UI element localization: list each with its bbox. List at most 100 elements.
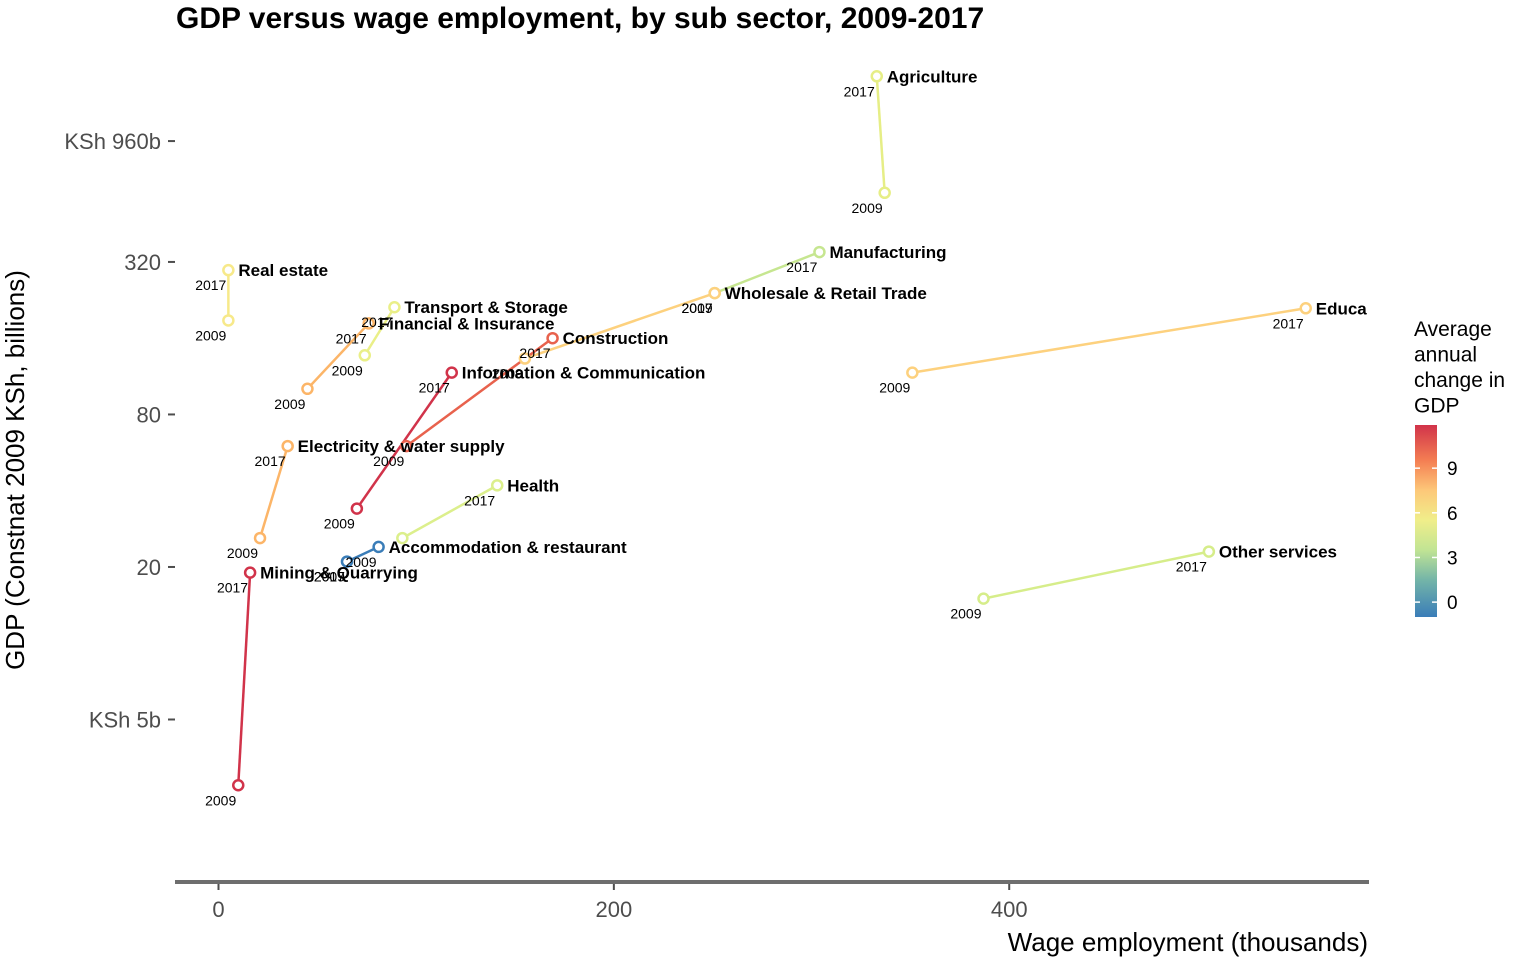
sector-label-health: Health <box>507 476 559 495</box>
point-accommodation-and-restaurant-2017 <box>340 555 354 568</box>
point-transport-and-storage-2009 <box>358 349 372 362</box>
legend-tick-label: 0 <box>1447 593 1458 614</box>
point-education-2009 <box>906 366 919 379</box>
x-tick-label: 200 <box>595 897 632 922</box>
segment-financial-and-insurance <box>306 322 370 390</box>
year-label-2009: 2009 <box>324 516 355 532</box>
year-label-2017: 2017 <box>844 83 875 99</box>
point-health-2017 <box>490 479 504 492</box>
legend-tick-label: 6 <box>1447 504 1458 525</box>
year-label-2009: 2009 <box>205 792 236 808</box>
sector-label-mining-and-quarrying: Mining & Quarrying <box>260 564 418 583</box>
segment-transport-and-storage <box>363 306 396 356</box>
year-label-2017: 2017 <box>419 380 450 396</box>
year-label-2017: 2017 <box>255 453 286 469</box>
year-label-2009: 2009 <box>852 200 883 216</box>
segment-other-services <box>983 550 1210 600</box>
segment-agriculture <box>875 76 886 193</box>
chart-title: GDP versus wage employment, by sub secto… <box>176 2 984 35</box>
year-label-2017: 2017 <box>682 300 713 316</box>
year-label-2009: 2009 <box>195 327 226 343</box>
y-tick-label: KSh 960b <box>64 129 161 154</box>
y-tick-label: 320 <box>124 250 161 275</box>
point-electricity-and-water-supply-2009 <box>253 531 267 545</box>
point-other-services-2017 <box>1202 545 1216 558</box>
year-label-2017: 2017 <box>336 330 367 346</box>
year-label-2017: 2017 <box>361 314 392 330</box>
year-label-2017: 2017 <box>519 345 550 361</box>
legend-ticks: 0 3 6 9 <box>1415 459 1458 614</box>
year-label-2009: 2009 <box>345 554 376 570</box>
point-information-and-communication-2009 <box>350 502 364 515</box>
point-wholesale-and-retail-trade-2009 <box>518 352 532 365</box>
year-label-2009: 2009 <box>274 396 305 412</box>
year-label-2009: 2009 <box>682 300 713 316</box>
sector-label-other-services: Other services <box>1219 543 1337 562</box>
segment-education <box>912 307 1306 374</box>
sector-label-accommodation-and-restaurant: Accommodation & restaurant <box>389 538 627 557</box>
year-label-2017: 2017 <box>1273 315 1304 331</box>
sector-label-information-and-communication: Information & Communication <box>462 364 706 383</box>
sector-label-transport-and-storage: Transport & Storage <box>404 298 567 317</box>
sector-label-manufacturing: Manufacturing <box>829 243 946 262</box>
point-construction-2009 <box>400 439 413 453</box>
point-health-2009 <box>396 531 409 545</box>
segment-mining-and-quarrying <box>237 572 252 786</box>
point-construction-2017 <box>546 331 559 345</box>
year-label-2009: 2009 <box>879 380 910 396</box>
legend-tick-label: 9 <box>1447 459 1458 480</box>
segment-wholesale-and-retail-trade <box>524 291 716 360</box>
sector-label-wholesale-and-retail-trade: Wholesale & Retail Trade <box>725 284 927 303</box>
y-tick-label: KSh 5b <box>89 707 161 732</box>
sector-label-real-estate: Real estate <box>238 261 328 280</box>
x-tick-label: 400 <box>991 897 1028 922</box>
point-labels: Agriculture20172009Manufacturing2017Whol… <box>195 67 1367 808</box>
point-real-estate-2009 <box>222 314 235 327</box>
year-label-2009: 2009 <box>492 366 523 382</box>
legend-colorbar <box>1415 425 1437 617</box>
x-axis-ticks: 0 200 400 <box>212 884 1028 922</box>
point-mining-and-quarrying-2009 <box>232 779 245 792</box>
legend-title-line: GDP <box>1414 395 1460 418</box>
year-label-2009: 2009 <box>332 362 363 378</box>
point-accommodation-and-restaurant-2009 <box>372 540 385 554</box>
year-label-2009: 2009 <box>314 569 345 585</box>
point-financial-and-insurance-2009 <box>301 382 314 396</box>
point-other-services-2009 <box>977 592 990 605</box>
year-label-2017: 2017 <box>1176 559 1207 575</box>
year-label-2009: 2009 <box>373 453 404 469</box>
year-label-2009: 2009 <box>227 545 258 561</box>
year-label-2017: 2017 <box>464 492 495 508</box>
legend-title-line: change in <box>1414 369 1505 392</box>
y-axis-title: GDP (Constnat 2009 KSh, billions) <box>0 270 30 670</box>
x-axis-title: Wage employment (thousands) <box>1008 927 1368 957</box>
point-agriculture-2017 <box>870 70 884 83</box>
point-manufacturing-2017 <box>813 245 826 259</box>
legend-tick-label: 3 <box>1447 548 1458 569</box>
sector-segments <box>227 76 1306 786</box>
point-education-2017 <box>1299 302 1312 315</box>
point-electricity-and-water-supply-2017 <box>281 439 294 453</box>
year-label-2017: 2017 <box>314 569 345 585</box>
point-mining-and-quarrying-2017 <box>243 566 257 579</box>
year-label-2017: 2017 <box>217 580 248 596</box>
year-label-2009: 2009 <box>950 606 981 622</box>
point-agriculture-2009 <box>878 186 891 200</box>
point-financial-and-insurance-2017 <box>362 317 375 330</box>
year-label-2017: 2017 <box>195 277 226 293</box>
point-wholesale-and-retail-trade-2017 <box>708 286 721 300</box>
y-tick-label: 80 <box>137 402 161 427</box>
segment-electricity-and-water-supply <box>258 445 289 539</box>
y-axis-ticks: KSh 5b 20 80 320 KSh 960b <box>64 129 175 732</box>
x-tick-label: 0 <box>212 897 224 922</box>
sector-label-agriculture: Agriculture <box>887 67 978 86</box>
segment-health <box>401 484 498 540</box>
point-real-estate-2017 <box>222 263 235 277</box>
point-transport-and-storage-2017 <box>388 300 401 314</box>
legend-title-line: annual <box>1414 344 1477 367</box>
sector-label-financial-and-insurance: Financial & Insurance <box>379 314 555 333</box>
point-information-and-communication-2017 <box>445 366 459 379</box>
